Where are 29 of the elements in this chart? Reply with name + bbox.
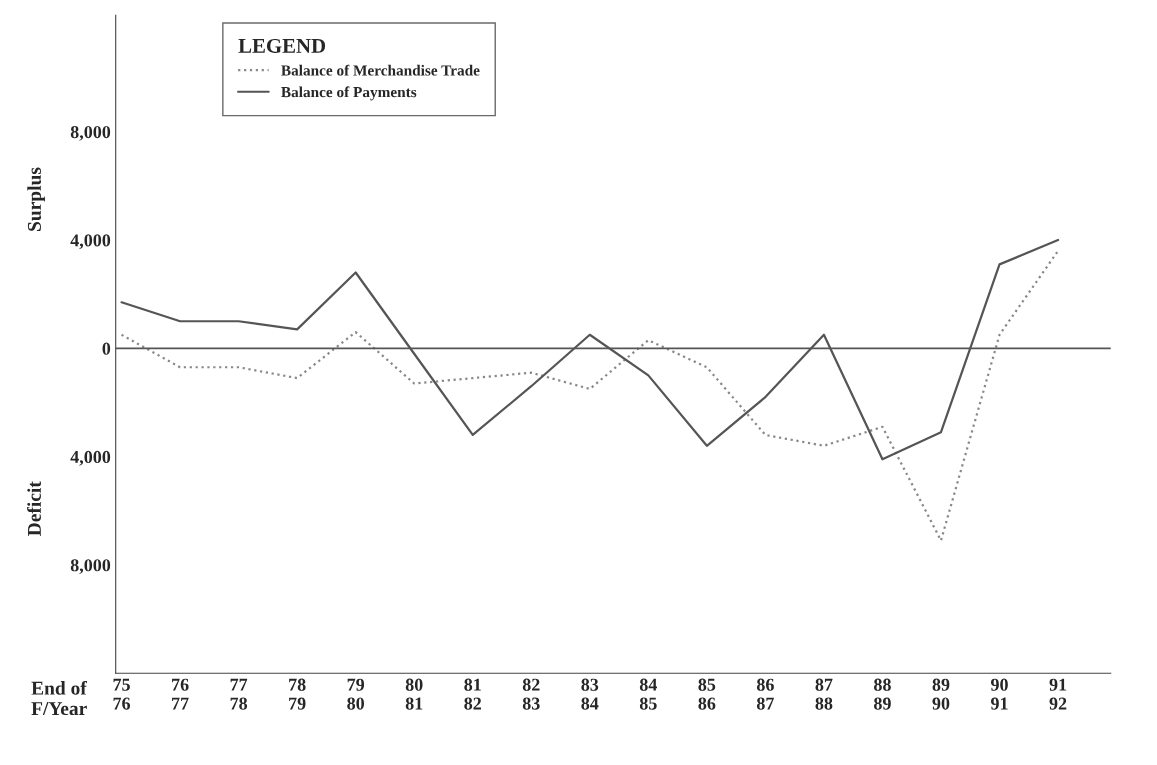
y-tick-label: 4,000 [70, 234, 111, 250]
x-tick-label: 81 82 [464, 678, 481, 710]
y-tick-label: 8,000 [70, 559, 111, 574]
x-tick-label: 78 79 [289, 678, 306, 710]
x-tick-label: 86 87 [756, 678, 774, 710]
legend-label: Balance of Payments [281, 86, 417, 101]
y-tick-label: 4,000 [70, 450, 111, 466]
legend-title: LEGEND [238, 38, 326, 53]
x-tick-label: 82 83 [522, 678, 540, 710]
x-axis-title: End of F/Year [31, 680, 87, 716]
x-tick-label: 80 81 [405, 678, 423, 710]
x-tick-label: 75 76 [113, 678, 131, 710]
text: Deficit [27, 481, 41, 536]
line-series [120, 249, 1060, 542]
y-tick-label: 0 [102, 342, 111, 355]
y-axis-title: Surplus [27, 167, 45, 231]
x-tick-label: 87 88 [815, 678, 833, 710]
x-tick-label: 88 89 [874, 678, 891, 710]
x-tick-label: 76 77 [172, 678, 189, 710]
x-tick-label: 77 78 [230, 678, 248, 710]
x-tick-label: 89 90 [932, 678, 950, 710]
x-tick-label: 90 91 [990, 678, 1008, 710]
x-tick-label: 79 80 [347, 678, 365, 710]
x-tick-label: 91 92 [1049, 678, 1067, 710]
legend-label: Balance of Merchandise Trade [281, 64, 480, 76]
x-tick-label: 83 84 [581, 678, 599, 710]
x-tick-label: 85 86 [698, 678, 716, 710]
y-tick-label: 8,000 [70, 125, 111, 141]
x-tick-label: 84 85 [639, 678, 658, 710]
